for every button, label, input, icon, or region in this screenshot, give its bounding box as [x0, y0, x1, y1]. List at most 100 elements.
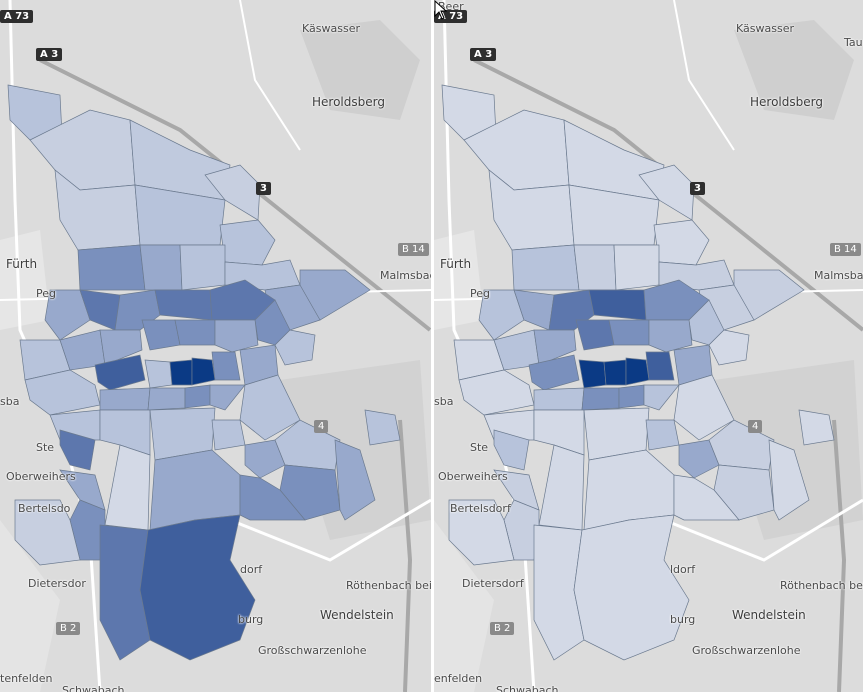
- district[interactable]: [144, 359, 173, 389]
- road-shield-4: 4: [748, 420, 763, 433]
- district[interactable]: [244, 439, 286, 479]
- place-label-burg: burg: [238, 613, 264, 626]
- left-map-panel[interactable]: Käswasser Heroldsberg Fürth Peg Malmsbac…: [0, 0, 431, 692]
- district[interactable]: [279, 464, 341, 521]
- district[interactable]: [511, 244, 580, 291]
- district[interactable]: [334, 439, 376, 521]
- district[interactable]: [77, 244, 146, 291]
- district[interactable]: [578, 359, 607, 389]
- place-label-kaeswasser: Käswasser: [736, 22, 794, 35]
- district[interactable]: [211, 419, 246, 451]
- place-label-bertelsdorf: Bertelsdo: [18, 502, 71, 515]
- district[interactable]: [169, 359, 193, 386]
- district[interactable]: [44, 289, 91, 341]
- district[interactable]: [211, 351, 241, 381]
- place-label-ste: Ste: [470, 441, 489, 454]
- district[interactable]: [528, 354, 580, 391]
- place-label-oberweihers: Oberweihers: [438, 470, 508, 483]
- district[interactable]: [184, 384, 211, 409]
- district[interactable]: [618, 384, 645, 409]
- district[interactable]: [581, 387, 620, 411]
- road: [663, 498, 863, 562]
- road-shield-3: 3: [690, 182, 705, 195]
- road-shield-a73: A 73: [0, 10, 34, 23]
- place-label-schwabach: Schwabach: [496, 684, 559, 692]
- forest-area: [734, 20, 854, 120]
- district[interactable]: [573, 514, 690, 661]
- district[interactable]: [533, 329, 577, 366]
- forest-area: [300, 20, 420, 120]
- district[interactable]: [645, 351, 675, 381]
- district[interactable]: [588, 289, 647, 321]
- district[interactable]: [673, 374, 735, 441]
- place-label-dietersdorf: Dietersdorf: [462, 577, 524, 590]
- district[interactable]: [274, 329, 316, 366]
- district[interactable]: [533, 387, 585, 411]
- district[interactable]: [99, 387, 151, 411]
- district[interactable]: [209, 384, 246, 411]
- district[interactable]: [139, 514, 256, 661]
- district[interactable]: [59, 429, 96, 471]
- place-label-sba: sba: [434, 395, 454, 408]
- place-label-grossschwarzenlohe: Großschwarzenlohe: [692, 644, 801, 657]
- place-label-burg: burg: [670, 613, 696, 626]
- district[interactable]: [768, 439, 810, 521]
- road-shield-a3: A 3: [470, 48, 497, 61]
- district[interactable]: [603, 359, 627, 386]
- town-area: [0, 230, 50, 330]
- district[interactable]: [174, 319, 216, 346]
- district[interactable]: [448, 499, 515, 566]
- road-shield-3: 3: [256, 182, 271, 195]
- place-label-ste: Ste: [36, 441, 55, 454]
- place-label-fuerth: Fürth: [440, 257, 472, 271]
- motorway: [398, 419, 413, 692]
- district[interactable]: [648, 319, 693, 353]
- district[interactable]: [239, 374, 301, 441]
- district[interactable]: [678, 439, 720, 479]
- place-label-enfelden: enfelden: [434, 672, 483, 685]
- place-label-rothenbach: Röthenbach bei S: [346, 579, 431, 592]
- right-map-canvas: [434, 0, 863, 692]
- road-shield-a3: A 3: [36, 48, 63, 61]
- district[interactable]: [643, 384, 680, 411]
- district[interactable]: [99, 329, 143, 366]
- place-label-peg: Peg: [470, 287, 490, 300]
- district[interactable]: [493, 429, 530, 471]
- left-map-canvas: [0, 0, 431, 692]
- district[interactable]: [708, 329, 750, 366]
- place-label-heroldsberg: Heroldsberg: [312, 95, 385, 109]
- district[interactable]: [625, 357, 650, 386]
- district[interactable]: [608, 319, 650, 346]
- place-label-enfelden: tenfelden: [0, 672, 53, 685]
- place-label-peg: Peg: [36, 287, 56, 300]
- place-label-malmsbach: Malmsbac: [814, 269, 863, 282]
- district[interactable]: [638, 164, 695, 221]
- district[interactable]: [14, 499, 81, 566]
- district[interactable]: [573, 244, 617, 291]
- district[interactable]: [645, 419, 680, 451]
- road: [673, 0, 735, 151]
- place-label-malmsbach: Malmsbach: [380, 269, 431, 282]
- district[interactable]: [798, 409, 835, 446]
- district[interactable]: [478, 289, 525, 341]
- place-label-schwabach: Schwabach: [62, 684, 125, 692]
- district[interactable]: [204, 164, 261, 221]
- district[interactable]: [179, 244, 226, 291]
- district[interactable]: [154, 289, 213, 321]
- road-shield-4: 4: [314, 420, 329, 433]
- district[interactable]: [147, 387, 186, 411]
- district[interactable]: [713, 464, 775, 521]
- right-map-panel[interactable]: Beer Tau Käswasser Heroldsberg Fürth Peg…: [434, 0, 863, 692]
- district[interactable]: [364, 409, 401, 446]
- district[interactable]: [214, 319, 259, 353]
- district[interactable]: [94, 354, 146, 391]
- district[interactable]: [139, 244, 183, 291]
- district[interactable]: [613, 244, 660, 291]
- district[interactable]: [191, 357, 216, 386]
- panel-divider: [431, 0, 434, 692]
- place-label-kaeswasser: Käswasser: [302, 22, 360, 35]
- place-label-oberweihers: Oberweihers: [6, 470, 76, 483]
- place-label-grossschwarzenlohe: Großschwarzenlohe: [258, 644, 367, 657]
- place-label-tau: Tau: [844, 36, 863, 49]
